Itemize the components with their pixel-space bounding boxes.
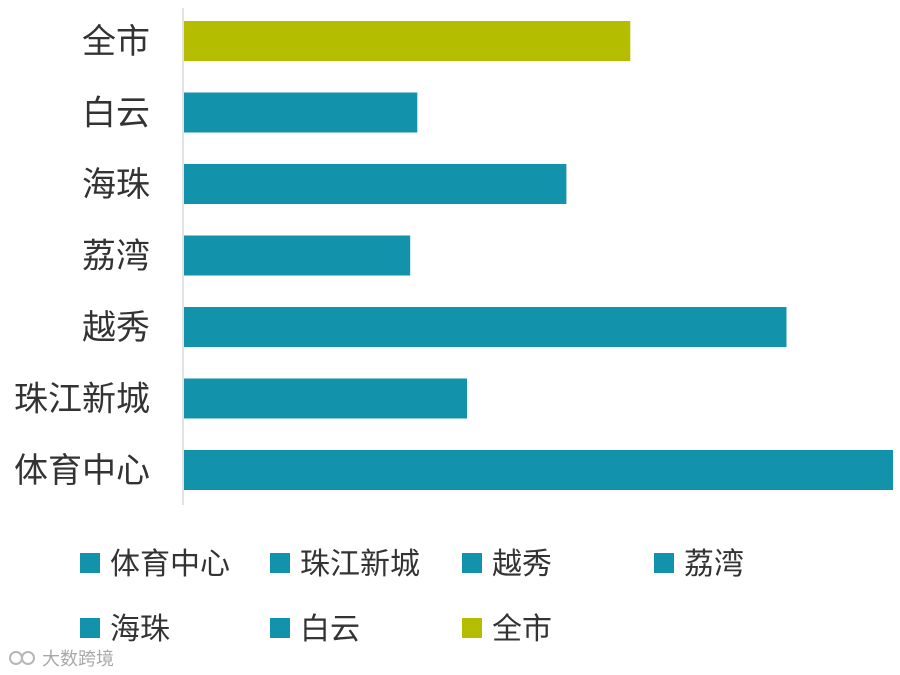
legend-label: 荔湾 [684,547,744,582]
bar-3 [184,235,411,276]
bar-1 [184,92,418,133]
legend-swatch [462,553,482,573]
legend-label: 越秀 [492,547,552,582]
bar-5 [184,378,467,419]
bar-2 [184,164,567,204]
legend-swatch [270,553,290,573]
category-label: 珠江新城 [14,380,150,420]
bar-6 [184,450,893,490]
legend-label: 体育中心 [110,547,230,582]
legend-label: 全市 [492,612,552,647]
category-label: 海珠 [82,165,150,205]
watermark: 大数跨境 [8,645,114,671]
legend-label: 珠江新城 [300,547,420,582]
watermark-logo-icon [9,651,35,665]
legend-label: 海珠 [110,612,170,647]
legend-swatch [80,553,100,573]
legend-swatch [80,618,100,638]
watermark-text: 大数跨境 [42,649,114,670]
category-label: 越秀 [82,308,150,348]
category-label: 体育中心 [14,451,150,491]
bar-0 [184,21,631,61]
legend-swatch [462,618,482,638]
legend-swatch [270,618,290,638]
category-label: 白云 [82,94,150,134]
category-label: 荔湾 [82,237,150,277]
bar-4 [184,307,787,347]
legend-label: 白云 [300,612,360,647]
legend-swatch [654,553,674,573]
category-label: 全市 [82,22,150,62]
